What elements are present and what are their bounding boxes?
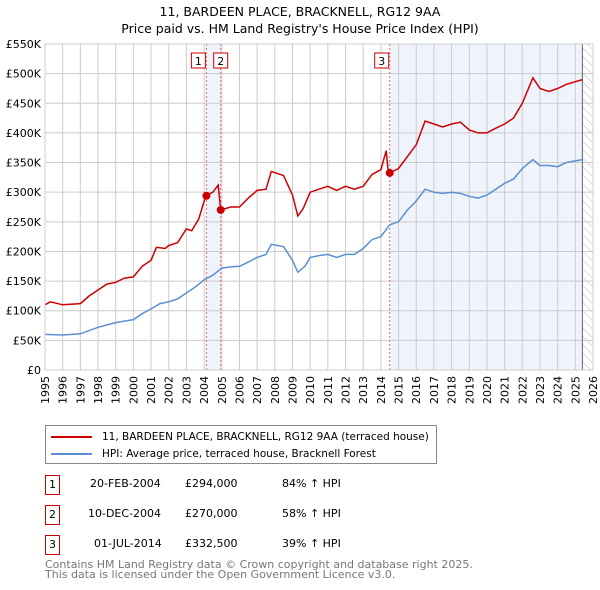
- x-tick-label: 2020: [481, 376, 494, 404]
- footer-copyright: Contains HM Land Registry data © Crown c…: [45, 558, 473, 571]
- x-tick-label: 2009: [286, 376, 299, 404]
- sale-hpi-diff: 84% ↑ HPI: [282, 477, 341, 490]
- sale-price: £270,000: [185, 507, 238, 520]
- x-tick-label: 1995: [39, 376, 52, 404]
- x-tick-label: 2024: [552, 376, 565, 404]
- sale-date: 01-JUL-2014: [94, 537, 162, 550]
- sale-point: [216, 205, 225, 214]
- x-tick-label: 2012: [340, 376, 353, 404]
- x-tick-label: 2025: [569, 376, 582, 404]
- chart-subtitle: Price paid vs. HM Land Registry's House …: [121, 21, 479, 36]
- y-tick-label: £250K: [6, 216, 42, 229]
- legend-label-hpi: HPI: Average price, terraced house, Brac…: [102, 448, 376, 460]
- x-tick-label: 2013: [357, 376, 370, 404]
- x-tick-label: 2000: [127, 376, 140, 404]
- x-tick-label: 2007: [251, 376, 264, 404]
- y-tick-label: £100K: [6, 305, 42, 318]
- x-tick-label: 2003: [180, 376, 193, 404]
- price-chart: 1995 1996 1997 1998 1999 2000 2001 2002 2003 2004…: [6, 38, 600, 404]
- x-tick-label: 2004: [198, 376, 211, 404]
- sale-marker-label: 2: [45, 505, 60, 525]
- y-tick-label: £450K: [6, 97, 42, 110]
- sale-point: [202, 191, 211, 200]
- sale-marker-box: [374, 52, 390, 69]
- legend: 11, BARDEEN PLACE, BRACKNELL, RG12 9AA (…: [45, 425, 437, 464]
- y-tick-label: £50K: [13, 334, 42, 347]
- x-tick-label: 2018: [446, 376, 459, 404]
- hpi-line: [44, 158, 583, 336]
- x-tick-label: 2005: [216, 376, 229, 404]
- sale-marker-box: [190, 52, 206, 69]
- y-tick-label: £400K: [6, 127, 42, 140]
- forecast-hatch: [582, 44, 593, 370]
- sale-marker-box: [213, 52, 229, 69]
- x-tick-label: 2011: [322, 376, 335, 404]
- sale-marker-label: 3: [45, 535, 60, 555]
- x-tick-label: 1996: [57, 376, 70, 404]
- sale-marker-label: 1: [45, 475, 60, 495]
- sale-hpi-diff: 39% ↑ HPI: [282, 537, 341, 550]
- x-tick-label: 2006: [233, 376, 246, 404]
- legend-swatch-hpi: [51, 453, 92, 455]
- y-tick-label: £550K: [6, 38, 42, 51]
- sale-marker-label: 1: [195, 55, 202, 68]
- x-tick-label: 1998: [92, 376, 105, 404]
- x-tick-label: 2022: [516, 376, 529, 404]
- legend-swatch-property: [51, 436, 92, 438]
- sale-marker-label: 2: [217, 55, 224, 68]
- shaded-region: [389, 44, 583, 370]
- y-tick-label: £0: [27, 364, 41, 377]
- x-tick-label: 2014: [375, 376, 388, 404]
- x-tick-label: 2019: [463, 376, 476, 404]
- x-tick-label: 1997: [74, 376, 87, 404]
- sale-hpi-diff: 58% ↑ HPI: [282, 507, 341, 520]
- property-price-line: [44, 76, 583, 306]
- x-tick-label: 2010: [304, 376, 317, 404]
- x-tick-label: 1999: [110, 376, 123, 404]
- x-tick-label: 2026: [587, 376, 600, 404]
- sale-price: £294,000: [185, 477, 238, 490]
- sale-marker-label: 3: [378, 55, 385, 68]
- x-tick-label: 2021: [499, 376, 512, 404]
- plot-border: [44, 43, 594, 371]
- x-tick-label: 2023: [534, 376, 547, 404]
- footer: Contains HM Land Registry data © Crown c…: [45, 558, 473, 581]
- footer-licence: This data is licensed under the Open Gov…: [45, 568, 396, 581]
- legend-item-hpi: HPI: Average price, terraced house, Brac…: [46, 446, 376, 462]
- legend-item-property: 11, BARDEEN PLACE, BRACKNELL, RG12 9AA (…: [46, 429, 429, 445]
- legend-label-property: 11, BARDEEN PLACE, BRACKNELL, RG12 9AA (…: [102, 431, 429, 443]
- sale-date: 10-DEC-2004: [88, 507, 162, 520]
- x-tick-label: 2001: [145, 376, 158, 404]
- x-tick-label: 2017: [428, 376, 441, 404]
- sale-price: £332,500: [185, 537, 238, 550]
- chart-title: 11, BARDEEN PLACE, BRACKNELL, RG12 9AA: [159, 4, 441, 19]
- sale-point: [385, 168, 394, 177]
- x-tick-label: 2008: [269, 376, 282, 404]
- sale-date: 20-FEB-2004: [90, 477, 161, 490]
- y-tick-label: £200K: [6, 245, 42, 258]
- y-tick-label: £300K: [6, 186, 42, 199]
- shaded-region: [206, 44, 221, 370]
- x-tick-label: 2015: [393, 376, 406, 404]
- x-tick-label: 2002: [163, 376, 176, 404]
- y-tick-label: £350K: [6, 157, 42, 170]
- x-tick-label: 2016: [410, 376, 423, 404]
- y-tick-label: £150K: [6, 275, 42, 288]
- y-tick-label: £500K: [6, 68, 42, 81]
